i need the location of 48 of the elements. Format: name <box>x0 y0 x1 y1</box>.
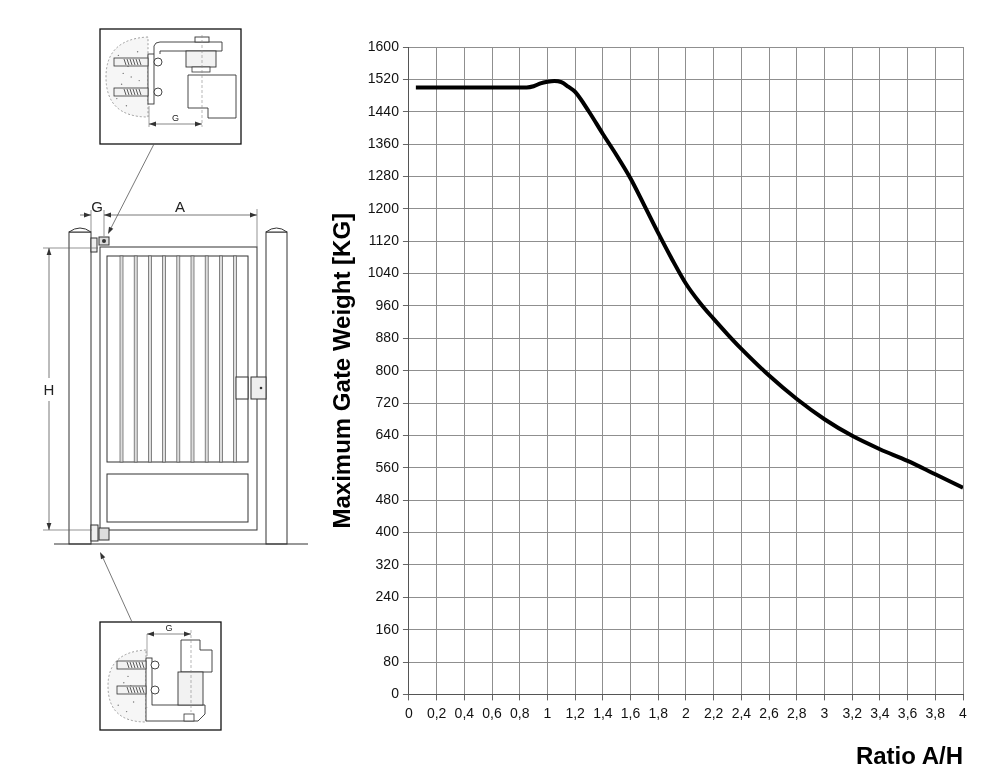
hinge-closeup: G <box>99 621 222 731</box>
gate-drawing: G A H <box>42 198 309 545</box>
x-tick-label: 2,2 <box>703 704 724 721</box>
x-tick-label: 2,6 <box>759 704 780 721</box>
y-tick-label: 1200 <box>367 199 400 216</box>
hinge-closeup: G <box>99 28 242 145</box>
y-tick-label: 640 <box>375 426 400 443</box>
x-tick-label: 0,6 <box>482 704 502 721</box>
x-tick-label: 1,2 <box>565 704 586 721</box>
y-tick-label: 880 <box>375 329 400 346</box>
y-tick-label: 560 <box>375 458 400 475</box>
y-tick-label: 240 <box>375 588 400 605</box>
x-tick-label: 2,4 <box>731 704 752 721</box>
x-tick-label: 1,8 <box>648 704 669 721</box>
x-tick-label: 3 <box>820 704 829 721</box>
y-tick-label: 1600 <box>367 37 400 54</box>
x-tick-label: 1,4 <box>593 704 613 721</box>
x-tick-label: 3,6 <box>897 704 918 721</box>
x-tick-label: 3,2 <box>842 704 863 721</box>
y-tick-label: 400 <box>375 523 400 540</box>
x-tick-label: 0,4 <box>454 704 475 721</box>
y-tick-label: 960 <box>375 296 400 313</box>
y-tick-label: 1360 <box>367 134 400 151</box>
y-tick-label: 1520 <box>367 70 400 87</box>
y-tick-label: 1440 <box>367 102 400 119</box>
x-tick-label: 3,8 <box>925 704 946 721</box>
y-tick-label: 1040 <box>367 264 400 281</box>
y-tick-label: 1280 <box>367 167 400 184</box>
x-tick-label: 1 <box>543 704 552 721</box>
line-series <box>413 78 963 490</box>
y-tick-label: 720 <box>375 393 400 410</box>
x-axis-title: Ratio A/H <box>855 742 963 770</box>
x-tick-label: 0,8 <box>510 704 530 721</box>
x-tick-label: 3,4 <box>870 704 890 721</box>
y-tick-label: 1120 <box>368 232 400 249</box>
x-tick-label: 0,2 <box>426 704 447 721</box>
y-tick-label: 800 <box>375 361 400 378</box>
y-tick-label: 80 <box>383 652 400 669</box>
y-tick-label: 160 <box>375 620 400 637</box>
y-axis-title: Maximum Gate Weight [KG] <box>328 212 356 529</box>
x-tick-label: 1,6 <box>620 704 641 721</box>
y-tick-label: 320 <box>375 555 400 572</box>
x-tick-label: 4 <box>959 704 968 721</box>
x-tick-label: 2 <box>682 704 691 721</box>
y-tick-label: 480 <box>375 491 400 508</box>
x-tick-label: 0 <box>405 704 414 721</box>
y-tick-label: 0 <box>391 685 400 702</box>
x-tick-label: 2,8 <box>787 704 807 721</box>
